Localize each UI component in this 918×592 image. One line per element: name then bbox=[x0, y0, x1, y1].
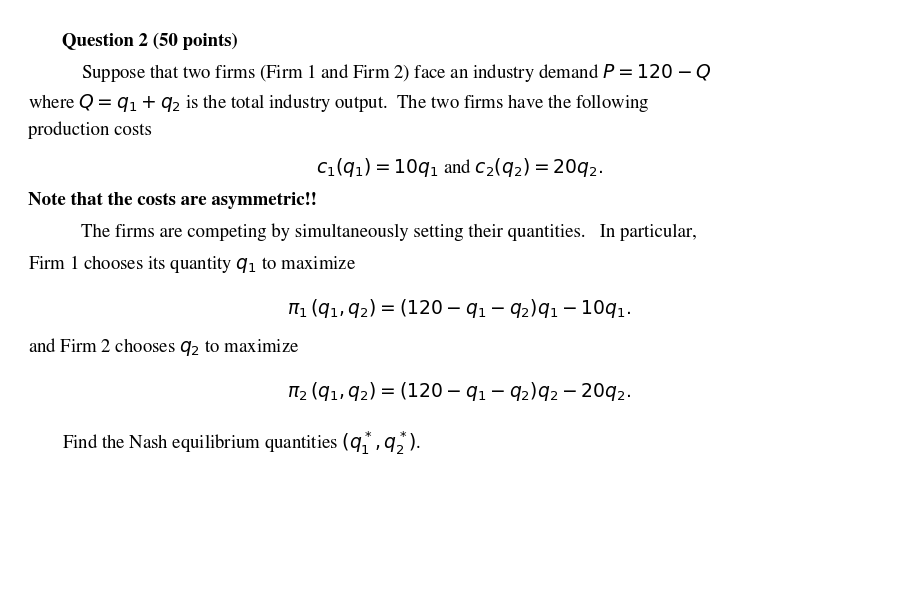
Text: where $Q = q_1 + q_2$ is the total industry output.  The two firms have the foll: where $Q = q_1 + q_2$ is the total indus… bbox=[28, 92, 649, 114]
Text: and Firm 2 chooses $q_2$ to maximize: and Firm 2 chooses $q_2$ to maximize bbox=[28, 336, 299, 358]
Text: $\pi_2\,(q_1, q_2) = (120 - q_1 - q_2)q_2 - 20q_2.$: $\pi_2\,(q_1, q_2) = (120 - q_1 - q_2)q_… bbox=[286, 380, 632, 403]
Text: The firms are competing by simultaneously setting their quantities.   In particu: The firms are competing by simultaneousl… bbox=[81, 224, 697, 242]
Text: $\pi_1\,(q_1, q_2) = (120 - q_1 - q_2)q_1 - 10q_1.$: $\pi_1\,(q_1, q_2) = (120 - q_1 - q_2)q_… bbox=[286, 297, 632, 320]
Text: Suppose that two firms (Firm 1 and Firm 2) face an industry demand $P = 120 - Q$: Suppose that two firms (Firm 1 and Firm … bbox=[81, 62, 711, 84]
Text: Firm 1 chooses its quantity $q_1$ to maximize: Firm 1 chooses its quantity $q_1$ to max… bbox=[28, 253, 355, 275]
Text: Question 2 (50 points): Question 2 (50 points) bbox=[62, 33, 238, 50]
Text: Note that the costs are asymmetric!!: Note that the costs are asymmetric!! bbox=[28, 192, 317, 209]
Text: production costs: production costs bbox=[28, 121, 151, 139]
Text: Find the Nash equilibrium quantities $(q_1^*, q_2^*)$.: Find the Nash equilibrium quantities $(q… bbox=[62, 429, 421, 456]
Text: $c_1(q_1) = 10q_1$ and $c_2(q_2) = 20q_2.$: $c_1(q_1) = 10q_1$ and $c_2(q_2) = 20q_2… bbox=[316, 156, 602, 179]
